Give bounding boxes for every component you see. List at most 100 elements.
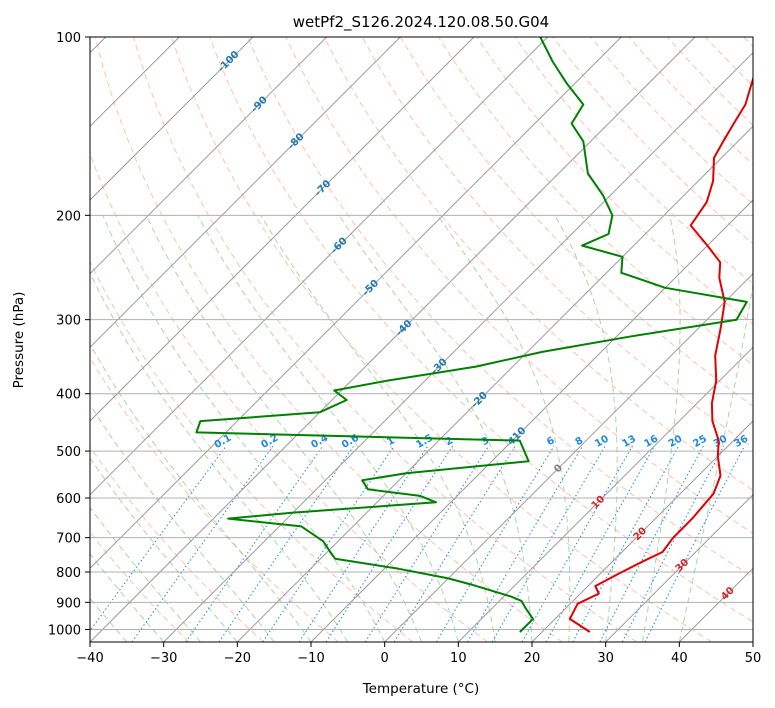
isotherm-line <box>90 37 622 570</box>
dry-adiabat-line <box>90 152 488 642</box>
profile-series <box>195 37 753 633</box>
moist-adiabat-line <box>90 403 275 642</box>
y-tick-label: 300 <box>56 314 81 329</box>
isotherm-line <box>90 37 696 642</box>
isotherm-line <box>236 125 753 642</box>
moist-adiabat-line <box>102 215 386 642</box>
dry-adiabat-line <box>285 37 753 535</box>
y-tick-label: 500 <box>56 445 81 460</box>
pressure-gridlines <box>90 37 753 630</box>
x-tick-label: −20 <box>224 651 251 666</box>
mixing-ratio-line <box>131 445 274 642</box>
mixing-ratio-label: 2 <box>444 435 456 448</box>
mixing-ratio-lines <box>90 445 746 642</box>
moist-adiabat-line <box>338 215 533 642</box>
moist-adiabat-line <box>197 215 459 642</box>
isotherm-line <box>752 641 753 642</box>
dewpoint-profile-line <box>195 37 748 633</box>
moist-adiabat-line <box>554 215 618 642</box>
mixing-ratio-line <box>298 445 429 642</box>
skewed-isotherms <box>90 37 753 642</box>
y-axis-label: Pressure (hPa) <box>11 292 27 389</box>
dry-adiabat-line <box>704 37 753 87</box>
mixing-ratio-line <box>364 445 490 642</box>
mixing-ratio-label: 16 <box>643 433 661 450</box>
x-tick-label: 40 <box>671 651 688 666</box>
chart-title: wetPf2_S126.2024.120.08.50.G04 <box>293 13 549 32</box>
dry-adiabat-line <box>90 260 414 642</box>
moist-adiabat-line <box>437 215 571 642</box>
dry-adiabat-line <box>437 37 753 366</box>
mixing-ratio-line <box>521 445 633 642</box>
isotherm-line <box>90 37 401 349</box>
y-tick-label: 800 <box>56 566 81 581</box>
dry-adiabat-line <box>94 37 563 642</box>
isotherm-line <box>163 51 753 642</box>
x-tick-label: −40 <box>76 651 103 666</box>
x-axis-ticks: −40 −30 −20 −10 0 10 20 30 40 50 <box>76 642 761 666</box>
dry-adiabat-line <box>323 37 753 491</box>
mixing-ratio-line <box>393 445 516 642</box>
isotherm-label: -50 <box>361 278 382 299</box>
background-line-labels: -100-90-80-70-60-50-40-30-20-10010203040… <box>213 49 751 603</box>
mixing-ratio-label: 3 <box>480 435 492 448</box>
x-tick-label: −10 <box>297 651 324 666</box>
dry-adiabat-line <box>171 37 712 642</box>
moist-adiabat-line <box>145 215 422 642</box>
mixing-ratio-label: 0.1 <box>213 433 234 451</box>
x-tick-label: −30 <box>150 651 177 666</box>
y-axis-ticks: 100 200 300 400 500 600 700 800 900 1000 <box>48 31 90 638</box>
x-tick-label: 10 <box>450 651 467 666</box>
y-tick-label: 600 <box>56 492 81 507</box>
dry-adiabat-line <box>476 37 753 325</box>
plot-frame <box>89 36 754 643</box>
mixing-ratio-line <box>467 445 584 642</box>
moist-adiabat-line <box>260 215 496 642</box>
y-tick-label: 700 <box>56 532 81 547</box>
moist-adiabat-line <box>90 343 312 642</box>
mixing-ratio-label: 10 <box>593 433 611 450</box>
mixing-ratio-line <box>545 445 656 642</box>
mixing-ratio-label: 25 <box>691 433 709 450</box>
moist-adiabat-line <box>678 280 753 642</box>
isotherm-line <box>457 346 753 642</box>
dry-adiabat-line <box>209 37 753 623</box>
isotherm-label: 10 <box>590 494 608 512</box>
temperature-profile-line <box>568 75 753 633</box>
isotherm-line <box>605 493 753 642</box>
isotherm-line <box>90 37 549 496</box>
x-axis-label: Temperature (°C) <box>362 681 480 697</box>
y-tick-label: 100 <box>56 31 81 46</box>
mixing-ratio-line <box>218 445 355 642</box>
mixing-ratio-label: 13 <box>620 433 638 450</box>
isotherm-line <box>310 199 753 642</box>
x-tick-label: 20 <box>524 651 541 666</box>
dry-adiabat-line <box>132 37 638 642</box>
mixing-ratio-line <box>262 445 395 642</box>
dry-adiabat-line <box>743 37 753 48</box>
dry-adiabats <box>90 37 753 642</box>
y-tick-label: 1000 <box>48 623 81 638</box>
isotherm-line <box>531 420 753 642</box>
x-tick-label: 0 <box>381 651 389 666</box>
dry-adiabat-line <box>90 446 264 642</box>
moist-adiabat-line <box>642 215 681 642</box>
isotherm-line <box>384 272 753 642</box>
mixing-ratio-label: 1.5 <box>414 433 435 451</box>
y-tick-label: 900 <box>56 596 81 611</box>
mixing-ratio-label: 6 <box>545 435 557 448</box>
dry-adiabat-line <box>247 37 753 578</box>
isotherm-line <box>90 37 254 201</box>
dry-adiabat-line <box>90 356 339 642</box>
mixing-ratio-line <box>644 445 746 642</box>
mixing-ratio-line <box>621 445 725 642</box>
moist-adiabat-line <box>90 553 165 642</box>
dry-adiabat-line <box>666 37 753 126</box>
mixing-ratio-label: 8 <box>574 435 586 448</box>
mixing-ratio-line <box>435 445 555 642</box>
mixing-ratio-line <box>185 445 324 642</box>
isotherm-line <box>90 37 475 422</box>
x-tick-label: 30 <box>597 651 614 666</box>
moist-adiabat-line <box>90 506 201 642</box>
